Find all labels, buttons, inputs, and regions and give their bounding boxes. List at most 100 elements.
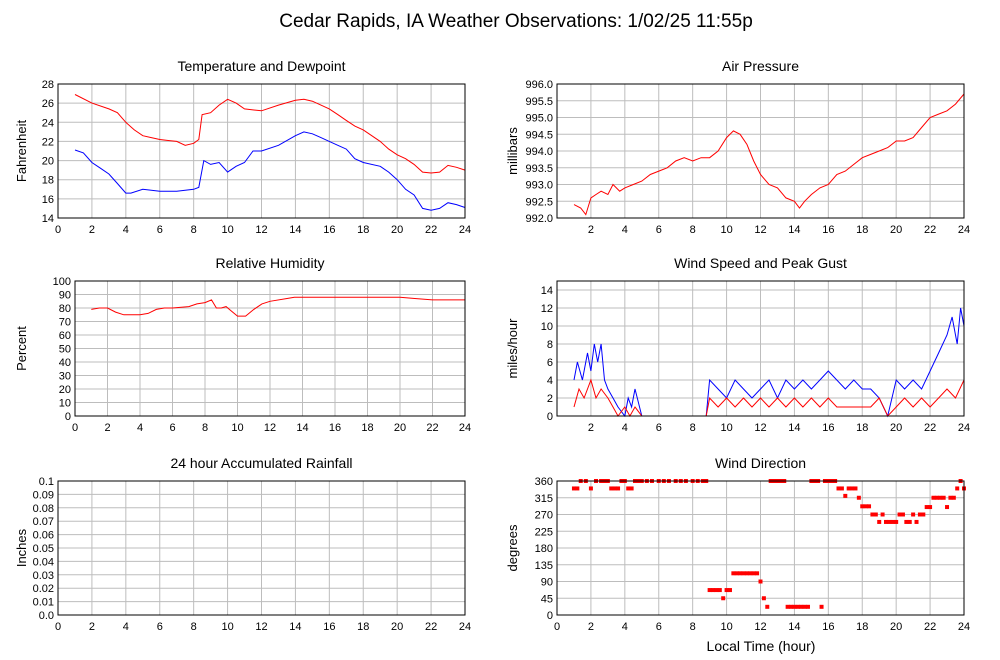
direction-point (911, 512, 916, 517)
wind-x-tick-label: 18 (856, 422, 868, 434)
direction-point (751, 571, 756, 576)
direction-point (890, 519, 895, 524)
humidity-x-tick-label: 0 (72, 422, 78, 434)
temp-y-tick-label: 18 (42, 175, 54, 187)
temp-x-tick-label: 14 (289, 224, 301, 236)
humidity-y-tick-label: 10 (59, 398, 71, 410)
wind-y-tick-label: 12 (541, 303, 553, 315)
pressure-x-tick-label: 14 (788, 224, 800, 236)
temp-y-tick-label: 16 (42, 194, 54, 206)
pressure-frame (556, 83, 965, 219)
temp-x-tick-label: 6 (157, 224, 163, 236)
humidity-y-tick-label: 80 (59, 303, 71, 315)
wind-x-tick-label: 22 (924, 422, 936, 434)
rain-x-tick-label: 6 (157, 621, 163, 633)
rain-y-tick-label: 0.05 (33, 543, 54, 555)
direction-point (714, 588, 719, 593)
direction-x-tick-label: 0 (554, 621, 560, 633)
humidity-y-axis-label: Percent (14, 326, 29, 371)
direction-x-tick-label: 10 (720, 621, 732, 633)
pressure-x-tick-label: 12 (754, 224, 766, 236)
direction-point (727, 588, 732, 593)
temp-y-tick-label: 14 (42, 213, 54, 225)
humidity-y-tick-label: 50 (59, 344, 71, 356)
wind-series-blue-line (573, 307, 965, 418)
rain-y-tick-label: 0.1 (39, 476, 54, 488)
direction-point (931, 495, 936, 500)
pressure-y-tick-label: 994.0 (525, 146, 553, 158)
direction-y-tick-label: 90 (541, 577, 553, 589)
direction-point (870, 512, 875, 517)
rain-x-tick-label: 12 (255, 621, 267, 633)
direction-point (941, 495, 946, 500)
direction-point (795, 604, 800, 609)
humidity-x-tick-label: 10 (231, 422, 243, 434)
direction-point (894, 519, 899, 524)
pressure-x-tick-label: 18 (856, 224, 868, 236)
rain-frame (57, 480, 466, 616)
temp-y-axis-label: Fahrenheit (14, 120, 29, 183)
direction-point (626, 486, 631, 491)
rain-title: 24 hour Accumulated Rainfall (170, 455, 352, 471)
temp-x-tick-label: 22 (425, 224, 437, 236)
direction-point (921, 512, 926, 517)
humidity-y-tick-label: 100 (53, 276, 71, 288)
pressure-y-tick-label: 993.5 (525, 163, 553, 175)
wind-x-tick-label: 12 (754, 422, 766, 434)
wind-x-tick-label: 6 (656, 422, 662, 434)
direction-x-tick-label: 2 (588, 621, 594, 633)
humidity-x-tick-label: 16 (329, 422, 341, 434)
direction-point (707, 588, 712, 593)
temp-x-tick-label: 4 (123, 224, 129, 236)
direction-x-tick-label: 6 (656, 621, 662, 633)
direction-point (609, 486, 614, 491)
direction-point (948, 495, 953, 500)
direction-title: Wind Direction (715, 455, 806, 471)
humidity-y-tick-label: 20 (59, 384, 71, 396)
rain-x-tick-label: 22 (425, 621, 437, 633)
direction-point (853, 486, 858, 491)
direction-point (741, 571, 746, 576)
direction-point (721, 596, 726, 601)
humidity-y-tick-label: 90 (59, 290, 71, 302)
temp-series-red-line (74, 94, 466, 174)
direction-point (938, 495, 943, 500)
direction-point (734, 571, 739, 576)
direction-point (765, 604, 770, 609)
direction-point (934, 495, 939, 500)
humidity-x-tick-label: 12 (264, 422, 276, 434)
direction-y-tick-label: 315 (535, 493, 553, 505)
direction-point (924, 505, 929, 510)
wind-y-tick-label: 8 (547, 339, 553, 351)
humidity-x-tick-label: 8 (202, 422, 208, 434)
temp-x-tick-label: 0 (55, 224, 61, 236)
temp-y-tick-label: 24 (42, 117, 54, 129)
direction-point (945, 505, 950, 510)
direction-point (914, 519, 919, 524)
humidity-y-tick-label: 30 (59, 371, 71, 383)
direction-point (571, 486, 576, 491)
temp-y-tick-label: 22 (42, 136, 54, 148)
page-title: Cedar Rapids, IA Weather Observations: 1… (279, 11, 753, 32)
humidity-y-tick-label: 40 (59, 357, 71, 369)
pressure-chart: 2 4 6 8 10 12 14 16 18 20 22 24992.0992.5993.0993.5… (505, 58, 970, 236)
rain-x-tick-label: 8 (191, 621, 197, 633)
temp-y-tick-label: 28 (42, 79, 54, 91)
direction-y-tick-label: 135 (535, 560, 553, 572)
wind-x-tick-label: 10 (720, 422, 732, 434)
temp-x-tick-label: 12 (255, 224, 267, 236)
humidity-series-red-line (91, 296, 465, 317)
humidity-title: Relative Humidity (216, 255, 325, 271)
direction-frame (556, 480, 965, 616)
direction-point (717, 588, 722, 593)
pressure-y-tick-label: 992.0 (525, 213, 553, 225)
rain-x-tick-label: 4 (123, 621, 129, 633)
direction-point (789, 604, 794, 609)
direction-x-tick-label: 16 (822, 621, 834, 633)
wind-y-axis-label: miles/hour (505, 318, 520, 379)
direction-y-tick-label: 225 (535, 526, 553, 538)
wind-title: Wind Speed and Peak Gust (674, 255, 847, 271)
direction-point (877, 519, 882, 524)
